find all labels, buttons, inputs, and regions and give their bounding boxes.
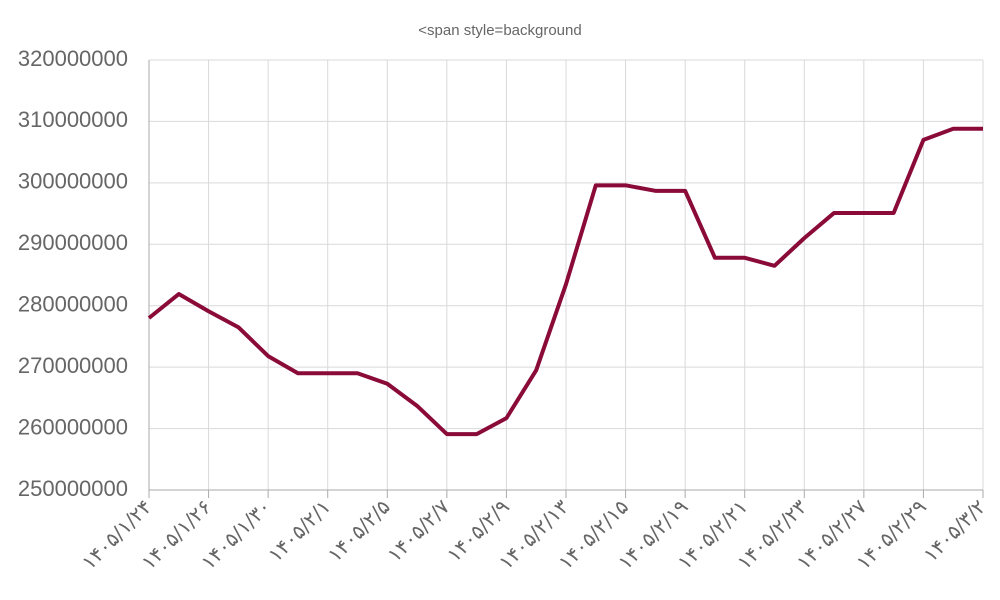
y-tick-label: 290000000 (18, 230, 128, 255)
x-tick-label: ۱۴۰۵/۲/۷ (382, 494, 454, 566)
chart-title: <span style=background (418, 22, 581, 39)
y-tick-label: 260000000 (18, 414, 128, 439)
x-tick-label: ۱۴۰۵/۲/۵ (323, 495, 395, 567)
x-tick-label: ۱۴۰۵/۲/۱ (263, 495, 335, 567)
y-tick-label: 300000000 (18, 169, 128, 194)
y-tick-label: 280000000 (18, 292, 128, 317)
y-tick-label: 320000000 (18, 46, 128, 71)
x-tick-label: ۱۴۰۵/۳/۲ (918, 495, 990, 567)
y-tick-label: 310000000 (18, 107, 128, 132)
y-tick-label: 250000000 (18, 476, 128, 501)
y-tick-label: 270000000 (18, 353, 128, 378)
line (147, 126, 983, 437)
